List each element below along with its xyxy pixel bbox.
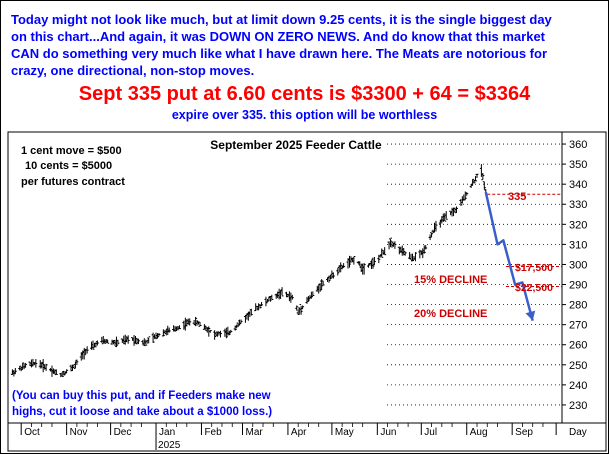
x-year-label: 2025 bbox=[158, 440, 181, 451]
y-tick-label: 310 bbox=[569, 239, 587, 251]
x-tick-label: May bbox=[335, 427, 354, 438]
x-tick-label: Aug bbox=[470, 427, 488, 438]
commentary-line-2: on this chart...And again, it was DOWN O… bbox=[11, 29, 545, 44]
strike-label: 335 bbox=[508, 191, 526, 203]
projection-path bbox=[484, 191, 534, 321]
x-tick-label: Apr bbox=[291, 427, 307, 438]
decline-15-label: 15% DECLINE bbox=[414, 274, 487, 286]
x-tick-label: Mar bbox=[245, 427, 263, 438]
x-tick-label: Nov bbox=[70, 427, 88, 438]
x-tick-label: Feb bbox=[204, 427, 222, 438]
note-line-1: (You can buy this put, and if Feeders ma… bbox=[12, 390, 271, 402]
x-tick-label: Jun bbox=[380, 427, 396, 438]
headline: Sept 335 put at 6.60 cents is $3300 + 64… bbox=[78, 83, 531, 105]
decline-15-value: $17,500 bbox=[515, 262, 553, 274]
x-axis-ticks: Oct Nov Dec Jan Feb Mar Apr May Jun Jul Aug Sep Day 2… bbox=[20, 423, 587, 451]
y-tick-label: 240 bbox=[569, 380, 587, 392]
info-line-2: 10 cents = $5000 bbox=[25, 160, 112, 172]
y-tick-label: 320 bbox=[569, 219, 587, 231]
y-tick-label: 230 bbox=[569, 400, 587, 412]
x-tick-label: Jan bbox=[159, 427, 175, 438]
commentary-line-3: CAN do something very much like what I h… bbox=[11, 46, 548, 61]
decline-20-label: 20% DECLINE bbox=[414, 308, 487, 320]
y-tick-label: 300 bbox=[569, 259, 587, 271]
info-line-1: 1 cent move = $500 bbox=[21, 145, 122, 157]
y-axis-area bbox=[561, 131, 607, 424]
y-tick-label: 280 bbox=[569, 300, 587, 312]
x-axis-area bbox=[7, 422, 607, 452]
subline: expire over 335. this option will be wor… bbox=[171, 108, 438, 122]
x-axis-day-label: Day bbox=[569, 427, 587, 438]
y-tick-label: 340 bbox=[569, 179, 587, 191]
y-tick-label: 350 bbox=[569, 159, 587, 171]
price-bars bbox=[10, 164, 488, 378]
y-tick-label: 260 bbox=[569, 340, 587, 352]
y-tick-label: 270 bbox=[569, 320, 587, 332]
info-line-3: per futures contract bbox=[21, 176, 125, 188]
y-axis-ticks: 230 240 250 260 270 280 290 300 310 320 330 340 350 3… bbox=[562, 139, 587, 412]
projection-arrowhead bbox=[525, 310, 536, 321]
chart-title: September 2025 Feeder Cattle bbox=[210, 138, 382, 152]
y-tick-label: 360 bbox=[569, 139, 587, 151]
decline-20-value: $22,500 bbox=[515, 282, 553, 294]
note-line-2: highs, cut it loose and take about a $10… bbox=[12, 406, 272, 418]
y-tick-label: 250 bbox=[569, 360, 587, 372]
x-tick-label: Dec bbox=[114, 427, 132, 438]
y-tick-label: 290 bbox=[569, 280, 587, 292]
annotation-overlays bbox=[484, 191, 562, 321]
commentary-line-1: Today might not look like much, but at l… bbox=[11, 12, 552, 27]
commentary-line-4: crazy, one directional, non-stop moves. bbox=[11, 63, 255, 78]
x-tick-label: Oct bbox=[24, 427, 40, 438]
plot-area bbox=[7, 131, 563, 424]
y-tick-label: 330 bbox=[569, 199, 587, 211]
x-tick-label: Jul bbox=[424, 427, 437, 438]
x-tick-label: Sep bbox=[515, 427, 533, 438]
